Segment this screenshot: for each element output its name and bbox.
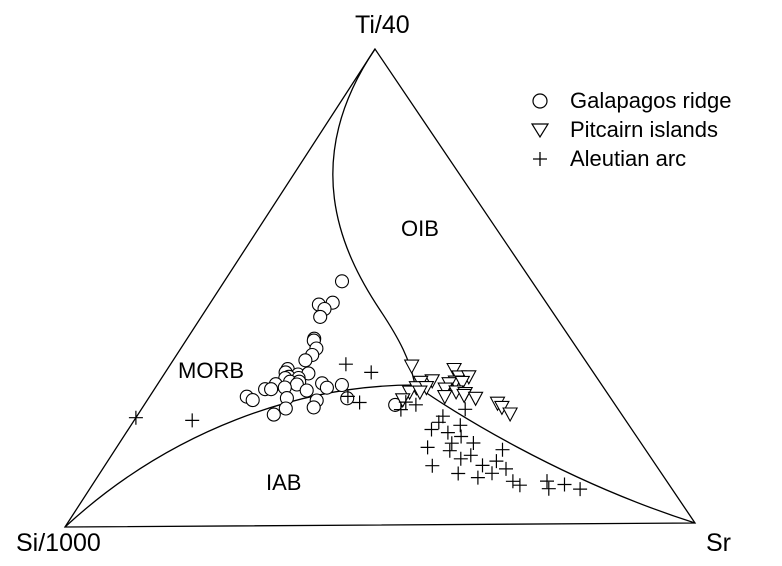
galapagos-ridge-point xyxy=(266,407,281,422)
legend-label: Galapagos ridge xyxy=(570,87,732,113)
pitcairn-islands-point xyxy=(411,385,428,401)
triangle-down-marker-icon xyxy=(530,122,550,138)
aleutian-arc-point xyxy=(442,443,457,458)
pitcairn-islands-point xyxy=(437,382,454,398)
region-label-morb: MORB xyxy=(178,358,244,383)
aleutian-arc-point xyxy=(489,454,504,469)
aleutian-arc-point xyxy=(128,410,143,425)
oib-boundary-curve xyxy=(332,48,696,524)
aleutian-arc-point xyxy=(393,402,408,417)
aleutian-arc-point xyxy=(541,481,556,496)
aleutian-arc-point xyxy=(440,425,455,440)
aleutian-arc-point xyxy=(499,461,513,476)
galapagos-ridge-point xyxy=(278,401,293,416)
legend-label: Pitcairn islands xyxy=(570,116,718,142)
aleutian-arc-point xyxy=(463,448,478,463)
aleutian-arc-point xyxy=(475,458,490,473)
aleutian-arc-point xyxy=(470,470,485,485)
aleutian-arc-point xyxy=(505,474,520,489)
aleutian-arc-point xyxy=(495,442,510,457)
galapagos-ridge-point xyxy=(334,377,349,393)
aleutian-arc-point xyxy=(540,474,554,489)
legend: Galapagos ridge Pitcairn islands Aleutia… xyxy=(527,86,731,173)
galapagos-ridge-point xyxy=(319,380,334,395)
apex-label-bottom-right: Sr xyxy=(706,529,731,557)
iab-boundary-curve xyxy=(64,384,416,528)
galapagos-ridge-point xyxy=(334,274,350,289)
legend-item-galapagos: Galapagos ridge xyxy=(527,86,731,115)
aleutian-arc-point xyxy=(338,357,353,372)
galapagos-ridge-point xyxy=(313,309,328,324)
aleutian-arc-point xyxy=(431,415,446,430)
aleutian-arc-point xyxy=(453,418,468,433)
aleutian-arc-point xyxy=(398,395,413,410)
pitcairn-islands-point xyxy=(454,375,471,391)
pitcairn-islands-point xyxy=(403,359,420,375)
data-points xyxy=(128,274,588,497)
pitcairn-islands-point xyxy=(446,362,463,378)
pitcairn-islands-point xyxy=(502,407,519,423)
pitcairn-islands-point xyxy=(401,385,418,401)
galapagos-ridge-point xyxy=(264,382,279,397)
pitcairn-islands-point xyxy=(467,391,484,407)
legend-item-aleutian: Aleutian arc xyxy=(527,144,731,173)
aleutian-arc-point xyxy=(453,451,468,466)
legend-label: Aleutian arc xyxy=(570,145,687,171)
apex-label-bottom-left: Si/1000 xyxy=(16,529,101,557)
plus-marker-icon xyxy=(533,151,547,166)
aleutian-arc-point xyxy=(573,482,588,497)
aleutian-arc-point xyxy=(352,395,367,410)
galapagos-ridge-point xyxy=(245,393,260,408)
aleutian-arc-point xyxy=(444,436,459,451)
aleutian-arc-point xyxy=(420,440,435,455)
region-label-iab: IAB xyxy=(266,470,302,495)
circle-marker-icon xyxy=(532,92,548,109)
aleutian-arc-point xyxy=(512,478,527,493)
ternary-triangle-outline xyxy=(63,47,697,528)
aleutian-arc-point xyxy=(454,429,469,444)
aleutian-arc-point xyxy=(340,389,355,404)
aleutian-arc-point xyxy=(435,409,450,424)
aleutian-arc-point xyxy=(424,422,439,437)
pitcairn-islands-point xyxy=(436,390,453,405)
aleutian-arc-point xyxy=(466,436,481,450)
aleutian-arc-point xyxy=(364,365,379,380)
galapagos-ridge-point xyxy=(298,353,313,368)
aleutian-arc-point xyxy=(485,466,499,481)
aleutian-arc-point xyxy=(408,397,423,412)
galapagos-ridge-point xyxy=(299,383,314,398)
galapagos-ridge-point xyxy=(306,400,321,415)
aleutian-arc-point xyxy=(425,458,440,473)
legend-item-pitcairn: Pitcairn islands xyxy=(527,115,731,144)
aleutian-arc-point xyxy=(557,477,572,492)
aleutian-arc-point xyxy=(451,466,466,481)
apex-label-top: Ti/40 xyxy=(355,11,410,39)
galapagos-ridge-point xyxy=(340,391,355,406)
region-label-oib: OIB xyxy=(401,216,439,241)
aleutian-arc-point xyxy=(185,413,200,428)
pitcairn-islands-point xyxy=(456,388,473,404)
aleutian-arc-point xyxy=(458,402,473,417)
